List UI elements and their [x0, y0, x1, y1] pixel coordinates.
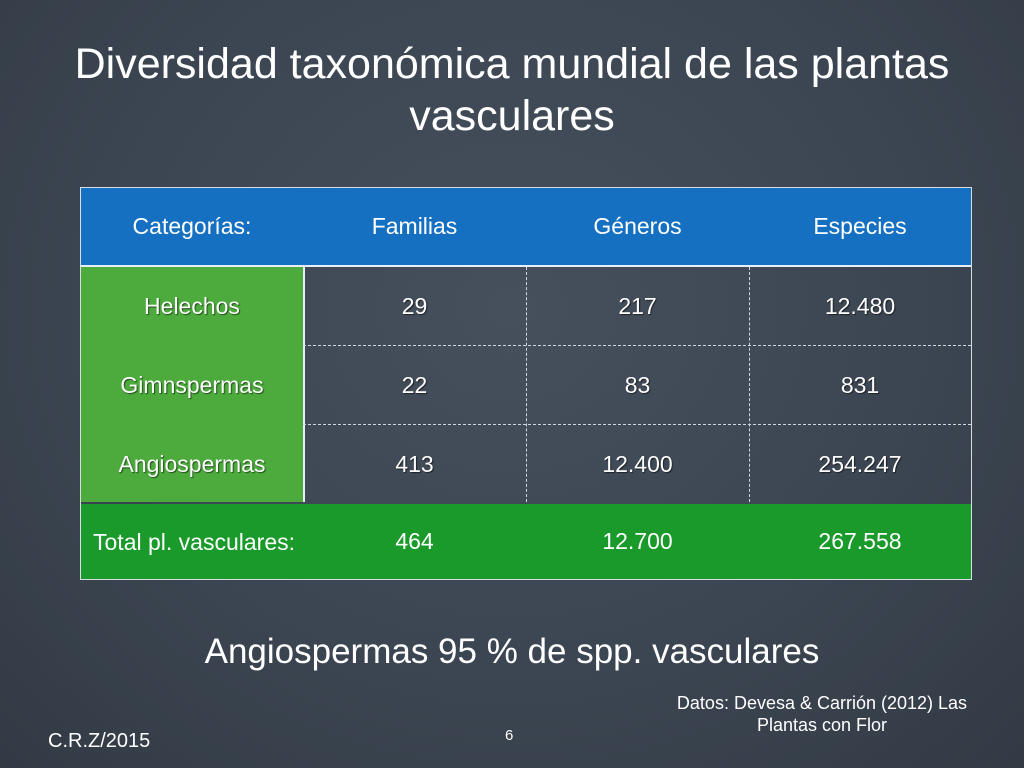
table-header: Categorías: Familias Géneros Especies [81, 188, 971, 267]
total-especies: 267.558 [818, 528, 902, 554]
row-category: Angiospermas [118, 450, 266, 477]
header-especies: Especies [813, 213, 907, 239]
page-number: 6 [505, 727, 514, 744]
slide-title: Diversidad taxonómica mundial de las pla… [74, 40, 950, 140]
row-familias: 413 [395, 450, 434, 477]
taxonomy-table: Categorías: Familias Géneros Especies He… [80, 187, 972, 580]
header-generos: Géneros [593, 213, 682, 239]
row-category: Gimnspermas [120, 371, 264, 398]
row-generos: 83 [624, 371, 651, 398]
table-row: Gimnspermas 22 83 831 [81, 346, 971, 424]
source-citation: Datos: Devesa & Carrión (2012) Las Plant… [676, 693, 968, 735]
row-divider [303, 424, 971, 425]
total-label: Total pl. vasculares: [93, 528, 295, 555]
row-especies: 831 [840, 371, 880, 398]
total-generos: 12.700 [602, 528, 673, 554]
row-familias: 29 [401, 292, 428, 319]
summary-text: Angiospermas 95 % de spp. vasculares [204, 632, 820, 671]
row-divider [303, 345, 971, 346]
total-row: Total pl. vasculares: 464 12.700 267.558 [81, 504, 971, 579]
row-category: Helechos [144, 292, 240, 319]
category-column [81, 267, 305, 502]
table-row: Angiospermas 413 12.400 254.247 [81, 425, 971, 503]
row-especies: 254.247 [818, 450, 902, 477]
row-generos: 217 [618, 292, 657, 319]
header-categorias: Categorías: [132, 213, 252, 239]
row-generos: 12.400 [602, 450, 673, 477]
table-row: Helechos 29 217 12.480 [81, 267, 971, 345]
author-footer: C.R.Z/2015 [48, 730, 151, 752]
row-familias: 22 [401, 371, 428, 398]
column-divider [526, 267, 527, 502]
total-familias: 464 [395, 528, 434, 554]
row-especies: 12.480 [824, 292, 896, 319]
column-divider [749, 267, 750, 502]
header-familias: Familias [371, 213, 458, 239]
